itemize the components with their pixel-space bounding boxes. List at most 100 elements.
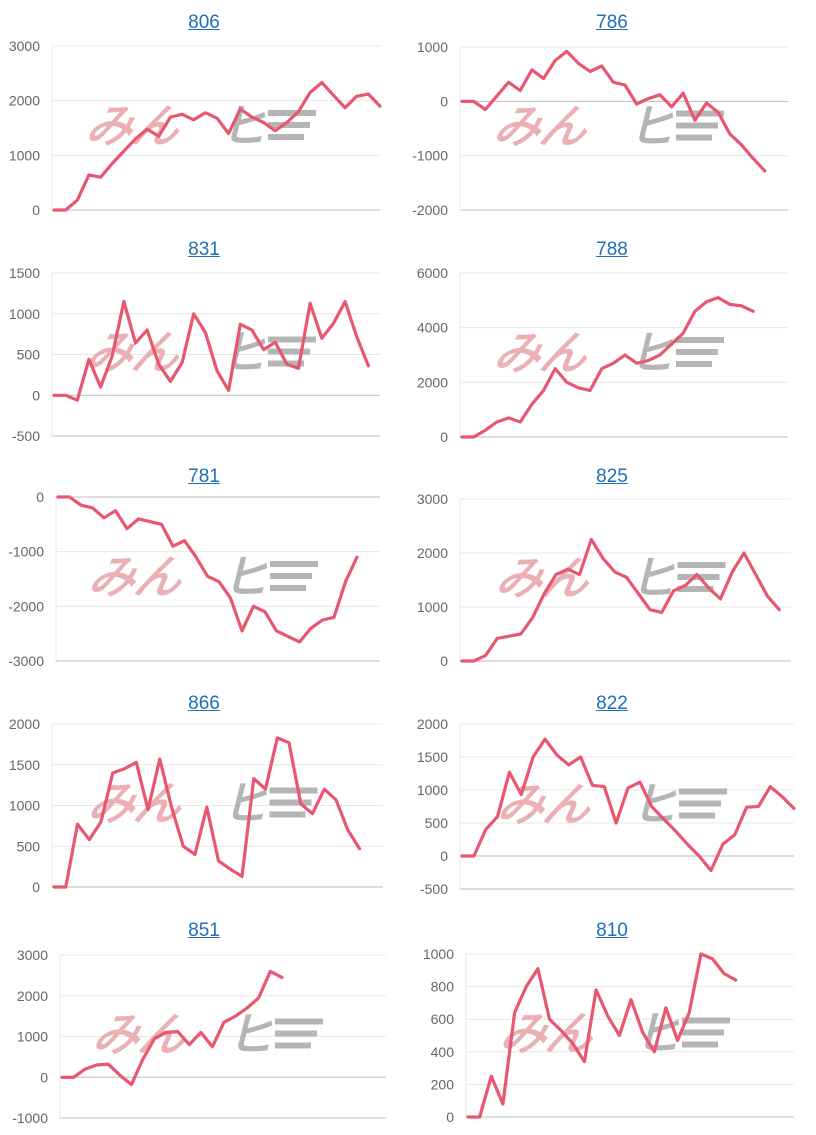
series-line xyxy=(60,969,284,1087)
watermark-stripe xyxy=(270,585,306,591)
y-tick-label: 1000 xyxy=(423,946,454,962)
y-tick-label: 1500 xyxy=(9,265,40,281)
watermark-left: みん xyxy=(82,99,187,152)
chart-panel-825: 825 0 1000 2000 3000 みんヒ xyxy=(408,454,816,681)
watermark-logo: みんヒ xyxy=(489,100,724,154)
chart-title-link-806[interactable]: 806 xyxy=(188,12,220,33)
watermark-right: ヒ xyxy=(631,778,677,832)
series-line xyxy=(460,296,755,439)
watermark-left: みん xyxy=(493,778,598,831)
y-tick-label: 0 xyxy=(440,93,448,109)
chart-panel-822: 822 -500 0 500 1000 1500 2000 みんヒ xyxy=(408,681,816,908)
y-tick-label: -500 xyxy=(420,881,448,897)
y-tick-label: -3000 xyxy=(8,653,44,669)
y-tick-label: 0 xyxy=(32,387,40,403)
watermark-logo: みんヒ xyxy=(84,550,318,604)
y-tick-label: 600 xyxy=(431,1011,455,1027)
watermark-stripe xyxy=(676,349,718,355)
y-tick-label: 500 xyxy=(17,838,41,854)
watermark-stripe xyxy=(676,337,724,343)
watermark-stripe xyxy=(677,586,714,592)
y-tick-label: 800 xyxy=(431,979,455,995)
series-line xyxy=(460,49,767,173)
series-line xyxy=(52,299,370,402)
series-line xyxy=(460,737,796,873)
chart-title-link-786[interactable]: 786 xyxy=(596,12,628,33)
y-tick-label: 0 xyxy=(32,202,40,218)
watermark-stripe xyxy=(268,110,316,116)
y-tick-label: 1000 xyxy=(9,798,40,814)
watermark-logo: みんヒ xyxy=(84,777,318,831)
watermark-stripe xyxy=(269,799,312,806)
series-line xyxy=(52,81,382,212)
watermark-right: ヒ xyxy=(220,326,266,380)
watermark-stripe xyxy=(676,361,712,367)
watermark-logo: みんヒ xyxy=(491,551,726,605)
series-line xyxy=(466,952,738,1119)
y-tick-label: 0 xyxy=(446,1109,454,1125)
y-tick-label: -1000 xyxy=(12,1110,48,1126)
watermark-stripe xyxy=(679,788,727,795)
y-tick-label: 500 xyxy=(425,815,449,831)
chart-panel-788: 788 0 2000 4000 6000 みんヒ xyxy=(408,227,816,454)
line-chart-831: -500 0 500 1000 1500 みんヒ xyxy=(9,265,380,444)
watermark-stripe xyxy=(676,134,712,141)
watermark-logo: みんヒ xyxy=(490,326,724,380)
chart-title-link-810[interactable]: 810 xyxy=(596,920,628,941)
y-tick-label: 2000 xyxy=(9,716,40,732)
watermark-logo: みんヒ xyxy=(88,1008,323,1062)
chart-title-link-822[interactable]: 822 xyxy=(596,693,628,714)
line-chart-825: 0 1000 2000 3000 みんヒ xyxy=(417,491,791,669)
y-tick-label: 500 xyxy=(17,347,41,363)
chart-panel-781: 781 -3000 -2000 -1000 0 みんヒ xyxy=(0,454,408,681)
line-chart-851: -1000 0 1000 2000 3000 みんヒ xyxy=(12,947,386,1126)
watermark-right: ヒ xyxy=(630,551,676,605)
watermark-stripe xyxy=(268,348,310,355)
line-chart-786: -2000 -1000 0 1000 みんヒ xyxy=(412,39,788,218)
watermark-stripe xyxy=(682,1041,718,1048)
watermark-left: みん xyxy=(490,326,595,379)
watermark-right: ヒ xyxy=(634,1007,680,1061)
y-tick-label: 200 xyxy=(431,1076,455,1092)
line-chart-806: 0 1000 2000 3000 みんヒ xyxy=(9,38,382,218)
line-chart-781: -3000 -2000 -1000 0 みんヒ xyxy=(8,489,380,669)
watermark-stripe xyxy=(275,1018,323,1025)
y-tick-label: -2000 xyxy=(412,202,448,218)
chart-title-link-831[interactable]: 831 xyxy=(188,239,220,260)
line-chart-822: -500 0 500 1000 1500 2000 みんヒ xyxy=(417,716,796,897)
y-tick-label: 2000 xyxy=(9,93,40,109)
watermark-stripe xyxy=(676,122,718,129)
y-tick-label: 0 xyxy=(32,879,40,895)
chart-panel-831: 831 -500 0 500 1000 1500 みんヒ xyxy=(0,227,408,454)
y-tick-label: 1000 xyxy=(17,1029,48,1045)
chart-panel-810: 810 0 200 400 600 800 1000 みんヒ xyxy=(408,908,816,1135)
chart-title-link-781[interactable]: 781 xyxy=(188,466,220,487)
watermark-left: みん xyxy=(489,100,594,153)
y-tick-label: 6000 xyxy=(417,265,448,281)
y-tick-label: 3000 xyxy=(17,947,48,963)
watermark-stripe xyxy=(268,336,316,343)
line-chart-866: 0 500 1000 1500 2000 みんヒ xyxy=(9,716,383,895)
chart-title-link-788[interactable]: 788 xyxy=(596,239,628,260)
series-line xyxy=(52,736,362,889)
line-chart-788: 0 2000 4000 6000 みんヒ xyxy=(417,265,788,445)
chart-title-link-866[interactable]: 866 xyxy=(188,693,220,714)
y-tick-label: 0 xyxy=(440,653,448,669)
y-tick-label: -1000 xyxy=(412,148,448,164)
y-tick-label: 400 xyxy=(431,1044,455,1060)
watermark-stripe xyxy=(682,1029,724,1036)
y-tick-label: 4000 xyxy=(417,320,448,336)
chart-title-link-825[interactable]: 825 xyxy=(596,466,628,487)
y-tick-label: 1000 xyxy=(9,147,40,163)
chart-panel-866: 866 0 500 1000 1500 2000 みんヒ xyxy=(0,681,408,908)
watermark-right: ヒ xyxy=(628,100,674,154)
y-tick-label: 1500 xyxy=(9,757,40,773)
y-tick-label: 1500 xyxy=(417,749,448,765)
chart-title-link-851[interactable]: 851 xyxy=(188,920,220,941)
y-tick-label: 3000 xyxy=(417,491,448,507)
watermark-logo: みんヒ xyxy=(82,326,316,380)
chart-panel-851: 851 -1000 0 1000 2000 3000 みんヒ xyxy=(0,908,408,1135)
y-tick-label: 2000 xyxy=(417,545,448,561)
y-tick-label: -2000 xyxy=(8,598,44,614)
watermark-stripe xyxy=(268,134,304,140)
